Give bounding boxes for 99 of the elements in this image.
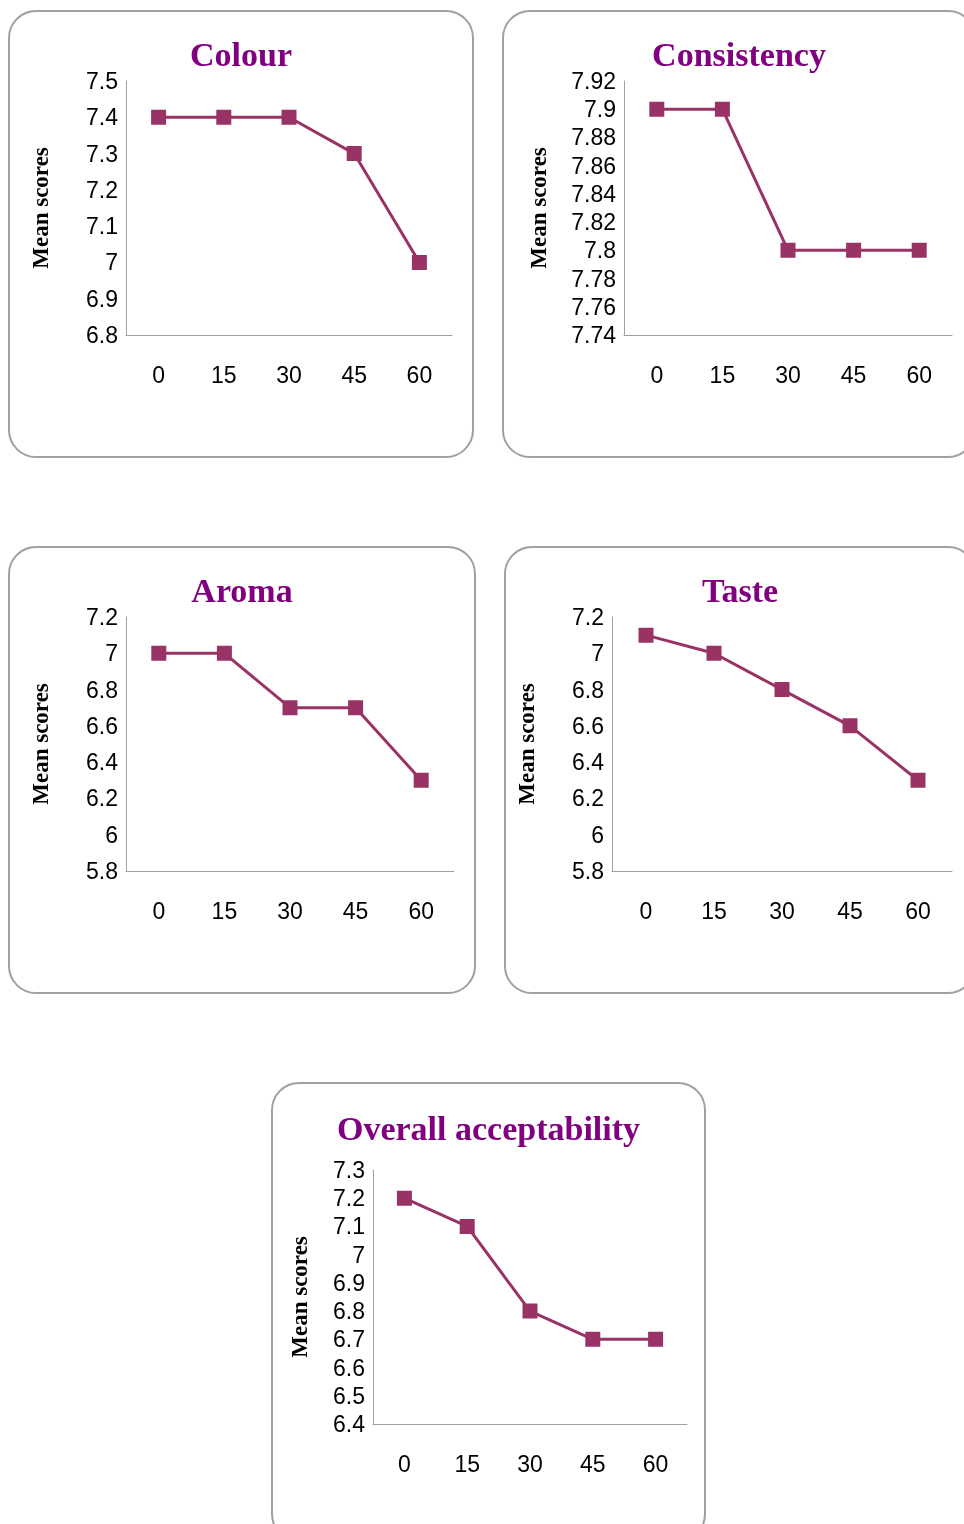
x-tick-label: 30 (277, 897, 303, 924)
y-tick-label: 6.9 (333, 1269, 365, 1296)
y-axis-title: Mean scores (28, 683, 53, 805)
y-tick-label: 7.5 (86, 68, 118, 94)
point (638, 627, 654, 643)
y-axis-title: Mean scores (526, 147, 551, 269)
y-tick-label: 6.2 (86, 785, 118, 812)
point (282, 700, 298, 716)
y-tick-label: 6.4 (333, 1411, 366, 1437)
x-tick-label: 0 (398, 1450, 411, 1477)
point (281, 109, 297, 125)
x-tick-label: 30 (769, 897, 795, 924)
point (459, 1218, 475, 1234)
point (706, 645, 722, 661)
x-tick-label: 0 (152, 361, 165, 388)
x-tick-label: 30 (775, 361, 801, 388)
y-tick-label: 6.4 (572, 749, 605, 776)
y-tick-label: 6.8 (86, 676, 118, 703)
y-tick-label: 7.76 (571, 293, 616, 320)
y-tick-label: 6.5 (333, 1382, 365, 1409)
y-tick-label: 7.3 (333, 1157, 365, 1183)
y-tick-label: 7.1 (86, 213, 118, 240)
point (151, 645, 167, 661)
x-tick-label: 15 (211, 897, 238, 924)
y-tick-label: 7.3 (86, 140, 118, 167)
y-tick-label: 7.86 (571, 152, 616, 179)
x-tick-label: 15 (211, 361, 237, 388)
x-tick-label: 45 (837, 897, 863, 924)
x-tick-label: 45 (580, 1450, 606, 1477)
x-tick-label: 0 (650, 361, 664, 388)
y-tick-label: 7.9 (584, 96, 616, 123)
point (346, 146, 362, 162)
chart-title: Consistency (652, 35, 826, 73)
x-tick-label: 15 (709, 361, 736, 388)
y-tick-label: 7.78 (571, 265, 616, 292)
y-tick-label: 7.84 (571, 180, 617, 207)
y-tick-label: 7.4 (86, 104, 119, 131)
y-tick-label: 7 (105, 640, 118, 667)
point (842, 718, 858, 734)
y-tick-label: 7.92 (571, 68, 616, 94)
y-tick-label: 7 (352, 1241, 365, 1268)
y-tick-label: 6.8 (572, 676, 604, 703)
y-tick-label: 7.8 (584, 237, 616, 264)
chart-title: Aroma (191, 571, 293, 609)
point (413, 772, 429, 788)
y-axis-title: Mean scores (287, 1236, 312, 1358)
y-tick-label: 7.2 (86, 604, 118, 630)
point (522, 1303, 538, 1319)
y-tick-label: 6 (105, 821, 118, 848)
point (216, 109, 232, 125)
x-tick-label: 60 (906, 361, 932, 388)
y-tick-label: 6.9 (86, 285, 118, 312)
y-tick-label: 6.6 (333, 1354, 365, 1381)
y-tick-label: 7.2 (86, 176, 118, 203)
x-tick-label: 60 (408, 897, 434, 924)
point (216, 645, 232, 661)
y-tick-label: 7.2 (572, 604, 604, 630)
chart-title: Colour (190, 35, 292, 73)
point (396, 1190, 412, 1206)
x-tick-label: 45 (341, 361, 367, 388)
y-tick-label: 6.4 (86, 749, 119, 776)
y-tick-label: 7 (591, 640, 604, 667)
x-tick-label: 60 (905, 897, 931, 924)
y-tick-label: 5.8 (572, 858, 604, 884)
x-tick-label: 15 (701, 897, 727, 924)
y-tick-label: 7.82 (571, 209, 616, 236)
y-tick-label: 6.7 (333, 1326, 365, 1353)
x-tick-label: 60 (642, 1450, 669, 1477)
point (910, 772, 926, 788)
x-tick-label: 60 (406, 361, 433, 388)
point (348, 700, 364, 716)
x-tick-label: 45 (840, 361, 867, 388)
x-tick-label: 45 (342, 897, 369, 924)
x-tick-label: 0 (152, 897, 166, 924)
y-tick-label: 7 (105, 249, 118, 276)
x-tick-label: 30 (517, 1450, 543, 1477)
y-axis-title: Mean scores (28, 147, 53, 269)
y-tick-label: 7.74 (571, 322, 617, 348)
y-tick-label: 7.1 (333, 1213, 365, 1240)
y-tick-label: 6.8 (86, 322, 118, 348)
chart-title: Overall acceptability (336, 1109, 641, 1147)
point (411, 254, 427, 270)
y-tick-label: 6.2 (572, 785, 604, 812)
y-tick-label: 6.6 (86, 712, 118, 739)
point (774, 682, 790, 698)
point (648, 1331, 664, 1347)
y-tick-label: 5.8 (86, 858, 118, 884)
y-axis-title: Mean scores (514, 683, 539, 805)
chart-title: Taste (701, 571, 779, 609)
x-tick-label: 15 (454, 1450, 480, 1477)
y-tick-label: 6.6 (572, 712, 604, 739)
y-tick-label: 7.88 (571, 124, 616, 151)
x-tick-label: 30 (276, 361, 302, 388)
y-tick-label: 6 (591, 821, 604, 848)
y-tick-label: 7.2 (333, 1185, 365, 1212)
x-tick-label: 0 (639, 897, 653, 924)
y-tick-label: 6.8 (333, 1298, 365, 1325)
point (585, 1331, 601, 1347)
point (151, 109, 167, 125)
